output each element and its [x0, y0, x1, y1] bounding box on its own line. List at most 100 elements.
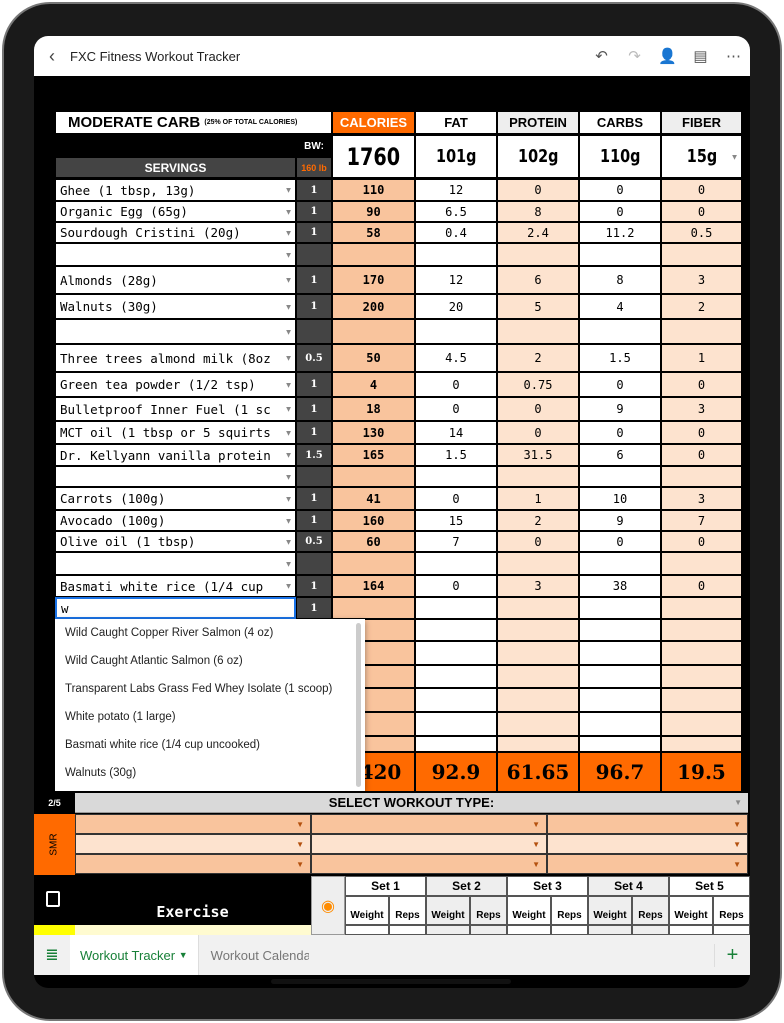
food-servings-cell[interactable]: 0.5: [296, 531, 332, 552]
food-servings-cell[interactable]: 0.5: [296, 344, 332, 372]
share-person-icon[interactable]: 👤: [658, 48, 677, 65]
empty-cell[interactable]: [497, 619, 579, 641]
dropdown-arrow-icon[interactable]: ▼: [286, 494, 291, 503]
food-servings-cell[interactable]: 1: [296, 421, 332, 444]
dropdown-arrow-icon[interactable]: ▼: [532, 859, 540, 869]
empty-cell[interactable]: [579, 619, 661, 641]
food-servings-cell[interactable]: [296, 466, 332, 487]
weight-input[interactable]: [345, 925, 389, 935]
dropdown-arrow-icon[interactable]: ▼: [733, 859, 741, 869]
empty-cell[interactable]: [497, 688, 579, 712]
weight-input[interactable]: [588, 925, 632, 935]
smr-dropdown[interactable]: ▼: [311, 814, 547, 834]
weight-input[interactable]: [507, 925, 551, 935]
empty-cell[interactable]: [415, 688, 497, 712]
dropdown-arrow-icon[interactable]: ▼: [286, 559, 291, 568]
smr-dropdown[interactable]: ▼: [311, 854, 547, 874]
food-servings-cell[interactable]: 1.5: [296, 444, 332, 466]
food-name-cell[interactable]: Bulletproof Inner Fuel (1 sc ▼: [55, 397, 296, 421]
target-icon[interactable]: ◉: [311, 876, 345, 935]
dropdown-arrow-icon[interactable]: ▼: [733, 839, 741, 849]
food-name-cell[interactable]: ▼: [55, 466, 296, 487]
dropdown-arrow-icon[interactable]: ▼: [532, 839, 540, 849]
dropdown-arrow-icon[interactable]: ▼: [286, 450, 291, 460]
empty-cell[interactable]: [579, 712, 661, 736]
food-servings-cell[interactable]: 1: [296, 575, 332, 597]
food-name-cell[interactable]: w: [55, 597, 296, 619]
select-workout-type[interactable]: SELECT WORKOUT TYPE: ▼: [75, 793, 748, 813]
food-servings-cell[interactable]: [296, 319, 332, 344]
empty-cell[interactable]: [661, 665, 742, 688]
undo-icon[interactable]: ↶: [595, 48, 608, 65]
smr-dropdown[interactable]: ▼: [75, 814, 311, 834]
smr-dropdown[interactable]: ▼: [547, 834, 748, 854]
smr-dropdown[interactable]: ▼: [75, 854, 311, 874]
empty-cell[interactable]: [497, 712, 579, 736]
dropdown-arrow-icon[interactable]: ▼: [286, 185, 291, 195]
empty-cell[interactable]: [661, 712, 742, 736]
empty-cell[interactable]: [579, 736, 661, 752]
empty-cell[interactable]: [415, 736, 497, 752]
food-name-cell[interactable]: MCT oil (1 tbsp or 5 squirts ▼: [55, 421, 296, 444]
exercise-input[interactable]: [75, 925, 311, 935]
food-servings-cell[interactable]: 1: [296, 597, 332, 619]
smr-dropdown[interactable]: ▼: [75, 834, 311, 854]
dropdown-arrow-icon[interactable]: ▼: [532, 819, 540, 829]
food-name-cell[interactable]: Carrots (100g) ▼: [55, 487, 296, 510]
food-name-cell[interactable]: Green tea powder (1/2 tsp) ▼: [55, 372, 296, 397]
food-servings-cell[interactable]: 1: [296, 294, 332, 319]
food-name-cell[interactable]: ▼: [55, 319, 296, 344]
dropdown-option[interactable]: Wild Caught Copper River Salmon (4 oz): [65, 627, 274, 639]
empty-cell[interactable]: [579, 665, 661, 688]
add-sheet-icon[interactable]: +: [714, 943, 750, 967]
weight-input[interactable]: [426, 925, 470, 935]
tab-workout-tracker[interactable]: Workout Tracker ▼: [70, 935, 199, 975]
tab-menu-icon[interactable]: ▼: [178, 950, 188, 960]
empty-cell[interactable]: [661, 641, 742, 665]
scrollbar[interactable]: [356, 623, 361, 787]
food-name-cell[interactable]: ▼: [55, 243, 296, 266]
dropdown-arrow-icon[interactable]: ▼: [296, 859, 304, 869]
weight-input[interactable]: [669, 925, 713, 935]
dropdown-arrow-icon[interactable]: ▼: [286, 472, 291, 481]
dropdown-arrow-icon[interactable]: ▼: [734, 798, 742, 807]
dropdown-arrow-icon[interactable]: ▼: [286, 228, 291, 237]
dropdown-arrow-icon[interactable]: ▼: [286, 353, 291, 363]
dropdown-arrow-icon[interactable]: ▼: [286, 275, 291, 285]
dropdown-option[interactable]: Walnuts (30g): [65, 767, 137, 779]
dropdown-option[interactable]: White potato (1 large): [65, 711, 176, 723]
reps-input[interactable]: [389, 925, 426, 935]
empty-cell[interactable]: [497, 641, 579, 665]
food-name-cell[interactable]: Dr. Kellyann vanilla protein ▼: [55, 444, 296, 466]
food-name-cell[interactable]: Avocado (100g) ▼: [55, 510, 296, 531]
empty-cell[interactable]: [415, 665, 497, 688]
dropdown-arrow-icon[interactable]: ▼: [286, 207, 291, 216]
checkbox[interactable]: [46, 891, 60, 907]
dropdown-arrow-icon[interactable]: ▼: [733, 819, 741, 829]
empty-cell[interactable]: [415, 619, 497, 641]
dropdown-option[interactable]: Transparent Labs Grass Fed Whey Isolate …: [65, 683, 333, 695]
dropdown-arrow-icon[interactable]: ▼: [732, 152, 737, 161]
food-servings-cell[interactable]: 1: [296, 222, 332, 243]
dropdown-option[interactable]: Basmati white rice (1/4 cup uncooked): [65, 739, 260, 751]
food-servings-cell[interactable]: [296, 243, 332, 266]
food-servings-cell[interactable]: 1: [296, 372, 332, 397]
food-name-cell[interactable]: Walnuts (30g) ▼: [55, 294, 296, 319]
tab-workout-calendar[interactable]: Workout Calendar: [210, 947, 309, 963]
food-servings-cell[interactable]: 1: [296, 201, 332, 222]
all-sheets-icon[interactable]: ≣: [45, 947, 59, 964]
food-name-cell[interactable]: Sourdough Cristini (20g) ▼: [55, 222, 296, 243]
empty-cell[interactable]: [497, 736, 579, 752]
dropdown-arrow-icon[interactable]: ▼: [296, 839, 304, 849]
empty-cell[interactable]: [661, 688, 742, 712]
empty-cell[interactable]: [579, 641, 661, 665]
food-name-cell[interactable]: ▼: [55, 552, 296, 575]
dropdown-arrow-icon[interactable]: ▼: [296, 819, 304, 829]
reps-input[interactable]: [551, 925, 588, 935]
food-servings-cell[interactable]: [296, 552, 332, 575]
food-servings-cell[interactable]: 1: [296, 397, 332, 421]
dropdown-arrow-icon[interactable]: ▼: [286, 428, 291, 437]
comment-icon[interactable]: ▤: [693, 48, 708, 65]
empty-cell[interactable]: [579, 688, 661, 712]
dropdown-arrow-icon[interactable]: ▼: [286, 327, 291, 336]
